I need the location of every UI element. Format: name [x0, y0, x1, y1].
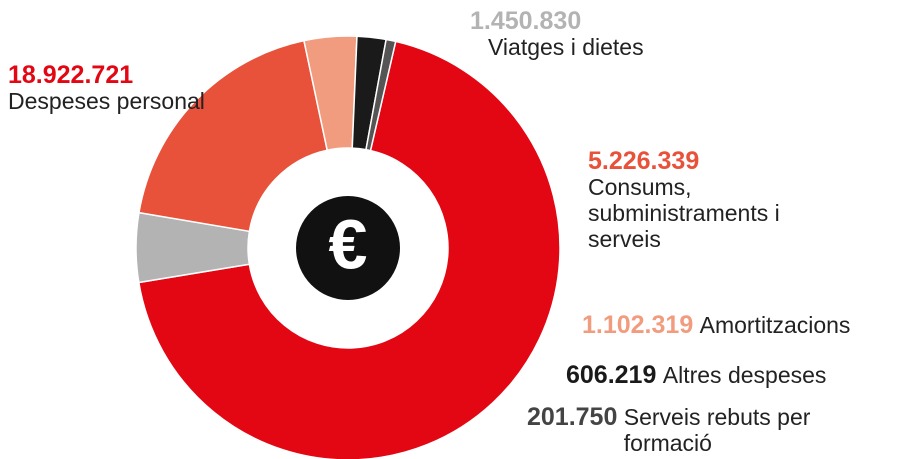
category-label: Despeses personal: [8, 88, 205, 114]
euro-icon: [296, 196, 400, 300]
value-label: 5.226.339: [588, 147, 700, 175]
slice-label: 18.922.721 Despeses personal: [8, 62, 208, 114]
category-label: Consums, subministraments i serveis: [588, 174, 780, 252]
donut-segment: [365, 38, 397, 152]
slice-label: 606.219 Altres despeses: [566, 362, 826, 388]
slice-label: 5.226.339 Consums, subministraments i ser…: [588, 148, 848, 252]
donut-segment: [137, 40, 561, 459]
value-label: 606.219: [566, 361, 657, 389]
center-label: €: [329, 205, 368, 283]
donut-segment: [138, 39, 329, 233]
value-label: 1.450.830: [470, 7, 582, 35]
category-label: Viatges i dietes: [488, 34, 644, 60]
value-label: 18.922.721: [8, 61, 134, 89]
slice-label: 1.102.319 Amortitzacions: [582, 312, 850, 338]
category-label: Amortitzacions: [699, 312, 851, 338]
category-label: Altres despeses: [662, 362, 827, 388]
category-label: Serveis rebuts per formació: [623, 404, 811, 456]
value-label: 201.750: [527, 403, 618, 431]
value-label: 1.102.319: [582, 311, 694, 339]
slice-label: 1.450.830 Viatges i dietes: [470, 8, 748, 60]
slice-label: 201.750 Serveis rebuts per formació: [527, 404, 814, 456]
